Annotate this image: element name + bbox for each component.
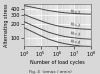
Y-axis label: Alternating stress: Alternating stress — [4, 3, 9, 47]
Text: Fig. 4  (σmax / σmin): Fig. 4 (σmax / σmin) — [29, 70, 71, 74]
Text: $K_t$=1: $K_t$=1 — [69, 8, 82, 17]
Text: $K_t$=4: $K_t$=4 — [69, 37, 82, 47]
Text: $K_t$=2: $K_t$=2 — [69, 21, 82, 30]
Text: $K_t$=3: $K_t$=3 — [69, 30, 82, 40]
X-axis label: Number of load cycles: Number of load cycles — [30, 60, 85, 65]
